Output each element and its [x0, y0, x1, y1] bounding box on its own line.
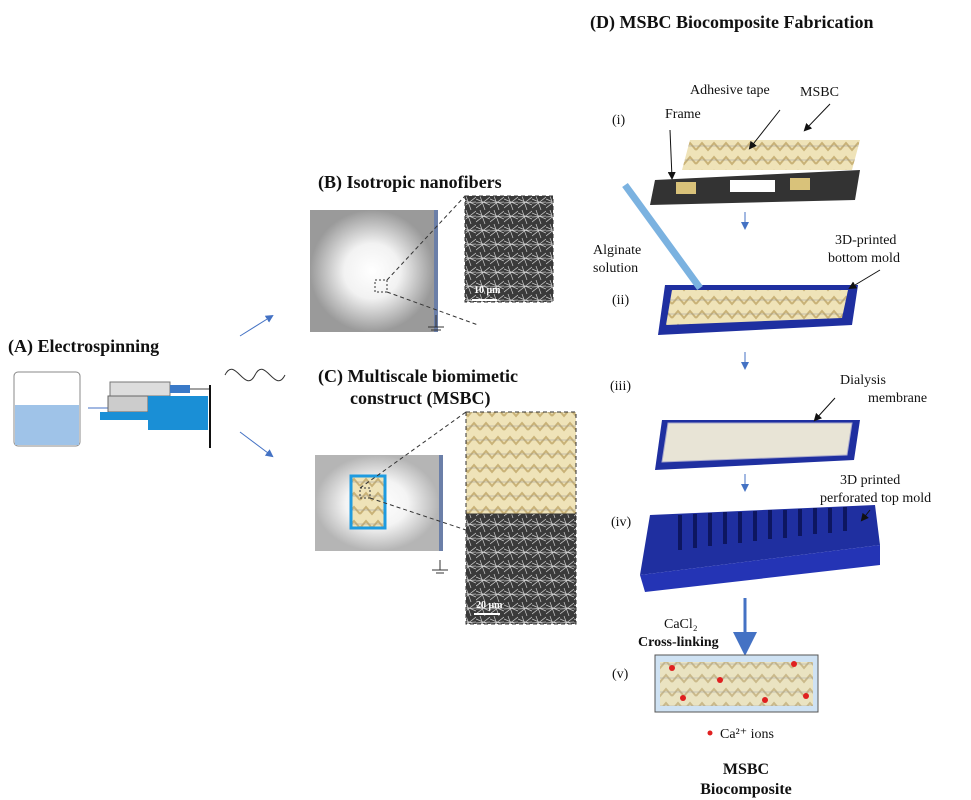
shape	[240, 432, 272, 456]
shape	[730, 180, 775, 192]
label: Cross-linking	[638, 635, 719, 650]
shape	[351, 476, 385, 528]
shape	[682, 140, 860, 170]
shape	[790, 178, 810, 190]
label: MSBC	[723, 761, 769, 778]
shape	[240, 316, 272, 336]
label: (iv)	[611, 515, 632, 530]
label: (C) Multiscale biomimetic	[318, 366, 518, 387]
label: (i)	[612, 113, 626, 128]
label: Ca²⁺ ions	[720, 727, 774, 742]
page: {"panels": { "a": {"title": "(A) Electro…	[0, 0, 971, 800]
label: (v)	[612, 667, 629, 682]
shape	[310, 210, 434, 332]
shape	[669, 665, 675, 671]
label: (ii)	[612, 293, 629, 308]
label: CaCl₂	[664, 617, 698, 632]
shape	[108, 396, 148, 412]
label: (D) MSBC Biocomposite Fabrication	[590, 12, 873, 33]
label: (B) Isotropic nanofibers	[318, 172, 502, 193]
label: bottom mold	[828, 251, 900, 266]
shape	[662, 423, 852, 462]
label: Alginate	[593, 243, 641, 258]
label: 3D-printed bottom mold	[828, 233, 900, 266]
figure: (A) Electrospinning (B) Isotropic nanofi…	[0, 0, 971, 800]
label: Dialysis membrane	[840, 373, 927, 406]
label: 10 μm	[474, 285, 501, 296]
shape	[670, 130, 672, 178]
shape	[225, 369, 285, 381]
shape	[439, 455, 443, 551]
shape	[680, 695, 686, 701]
label: perforated top mold	[820, 491, 931, 506]
label: (iii)	[610, 379, 631, 394]
label: Biocomposite	[700, 781, 792, 798]
shape	[805, 104, 830, 130]
label: Adhesive tape	[690, 83, 770, 98]
shape	[803, 693, 809, 699]
shape	[708, 731, 713, 736]
shape	[850, 270, 880, 288]
shape	[717, 677, 723, 683]
label: (A) Electrospinning	[8, 336, 159, 357]
label: MSBC Biocomposite	[700, 761, 792, 798]
shape	[466, 412, 576, 514]
label: MSBC	[800, 85, 839, 100]
label: Frame	[665, 107, 701, 122]
label: 3D-printed	[835, 233, 896, 248]
shape	[791, 661, 797, 667]
label: Dialysis	[840, 373, 886, 388]
shape	[432, 560, 448, 573]
label: 3D printed	[840, 473, 900, 488]
label: solution	[593, 261, 638, 276]
label: 20 μm	[476, 600, 503, 611]
shape	[676, 182, 696, 194]
shape	[110, 382, 170, 396]
shape	[15, 405, 79, 445]
shape	[170, 385, 190, 393]
shape	[762, 697, 768, 703]
shape	[100, 412, 208, 420]
label: construct (MSBC)	[350, 388, 490, 409]
label: 3D printed perforated top mold	[820, 473, 931, 506]
shape	[815, 398, 835, 420]
label: membrane	[868, 391, 927, 406]
label: Alginate solution	[593, 243, 641, 276]
